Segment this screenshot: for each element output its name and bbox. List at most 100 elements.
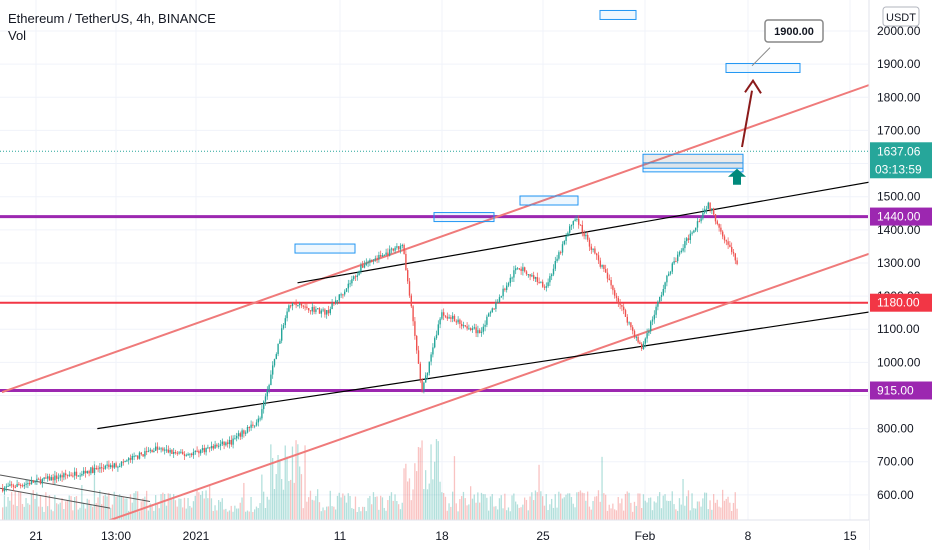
- volume-bar: [416, 471, 418, 520]
- volume-bar: [687, 490, 690, 520]
- candle-body: [218, 445, 220, 447]
- candle-body: [223, 441, 225, 446]
- volume-bar: [155, 495, 157, 520]
- volume-bar: [578, 491, 580, 520]
- candle-body: [189, 453, 191, 455]
- volume-bar: [84, 508, 87, 520]
- candle-body: [369, 259, 371, 263]
- volume-bar: [601, 456, 603, 520]
- volume-bar: [524, 497, 526, 520]
- volume-bar: [574, 507, 576, 520]
- volume-bar: [479, 502, 481, 520]
- last-price-badge: [870, 142, 932, 179]
- volume-bar: [626, 491, 628, 520]
- volume-bar: [689, 510, 691, 520]
- volume-bar: [108, 492, 110, 520]
- volume-bar: [356, 511, 358, 520]
- candle-body: [461, 323, 463, 327]
- candle-body: [378, 255, 380, 259]
- volume-bar: [493, 506, 495, 520]
- candle-body: [281, 328, 283, 341]
- currency-button-label[interactable]: USDT: [886, 12, 916, 24]
- candle-body: [286, 311, 288, 319]
- candle-body: [502, 288, 504, 297]
- volume-bar: [124, 498, 126, 520]
- symbol-title: Ethereum / TetherUS, 4h, BINANCE: [8, 11, 216, 26]
- candle-body: [227, 442, 229, 445]
- price-tick-label: 2000.00: [877, 24, 921, 38]
- candle-body: [291, 302, 294, 307]
- candle-body: [480, 331, 483, 333]
- candle-body: [270, 374, 272, 386]
- candle-body: [383, 254, 385, 256]
- candle-body: [497, 302, 499, 304]
- candle-body: [336, 300, 339, 302]
- candle-body: [695, 227, 697, 231]
- volume-bar: [459, 499, 461, 520]
- volume-bar: [542, 496, 544, 520]
- candle-body: [345, 288, 348, 292]
- volume-bar: [342, 493, 344, 520]
- candle-body: [59, 475, 61, 478]
- volume-bar: [198, 492, 200, 520]
- volume-bar: [565, 494, 567, 520]
- time-tick-label: 8: [745, 529, 752, 543]
- volume-bar: [675, 509, 677, 520]
- volume-bar: [549, 504, 551, 520]
- volume-bar: [414, 463, 416, 520]
- volume-bar: [318, 502, 321, 520]
- candle-body: [111, 465, 114, 468]
- volume-bar: [623, 510, 625, 520]
- volume-bar: [70, 496, 72, 520]
- volume-bar: [327, 506, 330, 520]
- price-tick-label: 600.00: [877, 488, 914, 502]
- volume-bar: [641, 508, 643, 520]
- candle-body: [124, 460, 126, 463]
- candle-body: [493, 308, 495, 310]
- candle-body: [597, 255, 600, 261]
- volume-bar: [338, 492, 340, 520]
- volume-bar: [86, 498, 88, 520]
- volume-bar: [196, 490, 198, 520]
- candle-body: [574, 219, 576, 222]
- last-price-label: 1637.06: [877, 144, 921, 158]
- candle-body: [138, 452, 141, 459]
- volume-bar: [732, 502, 735, 520]
- volume-bar: [439, 481, 441, 520]
- candle-body: [443, 312, 445, 316]
- volume-bar: [435, 439, 438, 520]
- volume-bar: [405, 463, 407, 520]
- candle-body: [707, 202, 709, 209]
- candle-body: [632, 327, 634, 331]
- candle-body: [92, 467, 94, 473]
- volume-bar: [120, 496, 123, 520]
- candle-body: [68, 474, 70, 476]
- volume-bar: [642, 494, 645, 520]
- candle-body: [477, 330, 479, 334]
- candle-body: [446, 316, 448, 319]
- candle-body: [108, 464, 110, 468]
- candle-body: [363, 264, 366, 268]
- candle-body: [488, 313, 490, 317]
- candle-body: [417, 350, 420, 364]
- candle-body: [200, 450, 202, 454]
- volume-bar: [376, 496, 378, 520]
- volume-bar: [531, 492, 533, 520]
- candle-body: [54, 475, 56, 481]
- candle-body: [45, 477, 47, 479]
- volume-bar: [662, 495, 664, 520]
- candle-body: [308, 308, 310, 311]
- volume-bar: [475, 502, 477, 520]
- volume-bar: [403, 468, 405, 520]
- candle-body: [140, 452, 142, 455]
- volume-bar: [97, 497, 99, 520]
- candle-body: [554, 261, 556, 269]
- candle-body: [585, 234, 587, 237]
- volume-bar: [243, 482, 245, 520]
- volume-bar: [281, 479, 283, 520]
- candle-body: [264, 396, 267, 402]
- volume-bar: [275, 474, 277, 520]
- candle-body: [2, 488, 4, 492]
- volume-bar: [723, 500, 726, 520]
